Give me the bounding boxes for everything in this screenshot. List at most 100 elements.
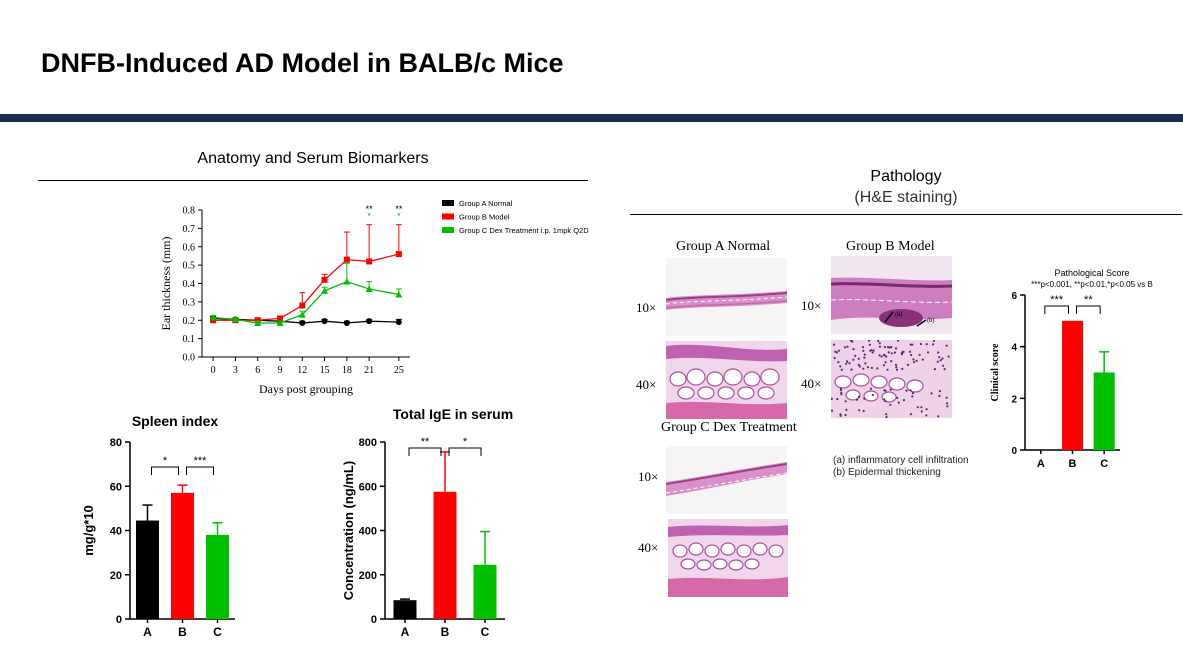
ear-x-tick-label: 15	[320, 365, 330, 376]
ear-x-tick-label: 25	[394, 365, 404, 376]
ige-bar	[393, 600, 417, 619]
ear-significance-green: *	[367, 211, 371, 221]
ear-point	[343, 320, 350, 327]
spleen-significance-label: ***	[194, 455, 208, 467]
ear-y-axis-label: Ear thickness (mm)	[159, 237, 173, 331]
ear-y-tick-label: 0.3	[183, 297, 196, 308]
score-y-axis-label: Clinical score	[990, 343, 1001, 401]
ige-y-axis-label: Concentration (ng/mL)	[341, 461, 356, 600]
group-b-label: Group B Model	[846, 239, 935, 254]
ear-legend-label: Group C Dex Treatment i.p. 1mpk Q2D	[459, 226, 589, 235]
ear-point	[366, 258, 373, 265]
score-x-tick-label: C	[1100, 458, 1108, 470]
ear-x-tick-label: 9	[278, 365, 283, 376]
ear-legend-label: Group B Model	[459, 213, 510, 222]
ige-y-tick-label: 600	[359, 481, 377, 493]
right-section-subheading: (H&E staining)	[854, 189, 958, 206]
ear-point	[254, 319, 262, 327]
ear-legend-label: Group A Normal	[459, 199, 513, 208]
ige-title: Total IgE in serum	[393, 406, 513, 422]
annotation-a-marker: (a)	[895, 312, 902, 318]
spleen-significance-bracket	[186, 466, 214, 475]
spleen-x-tick-label: C	[213, 625, 222, 639]
score-x-tick-label: B	[1069, 458, 1077, 470]
ear-y-tick-label: 0.6	[183, 242, 196, 253]
ear-legend-swatch	[442, 213, 454, 220]
ear-legend-swatch	[442, 200, 454, 206]
ear-x-tick-label: 0	[211, 365, 216, 376]
ear-point	[276, 319, 284, 327]
group-c-label: Group C Dex Treatment	[661, 420, 797, 435]
ige-x-tick-label: C	[481, 625, 490, 639]
ear-thickness-chart: 0.0 0.1 0.2 0.3 0.4 0.5 0.6 0.7 0.8 0 3 6 9 12 15 18 21 2…	[159, 199, 589, 396]
ear-significance-black: **	[366, 204, 374, 214]
ear-point	[395, 251, 402, 258]
ige-y-tick-label: 400	[359, 526, 377, 538]
spleen-y-tick-label: 0	[116, 614, 122, 626]
ige-x-tick-label: A	[401, 625, 410, 639]
right-section-rule	[630, 214, 1182, 215]
ear-point	[299, 320, 306, 327]
score-y-tick-label: 0	[1011, 446, 1017, 457]
note-inflammatory: (a) inflammatory cell infiltration	[833, 455, 969, 466]
ear-x-tick-label: 6	[255, 365, 260, 376]
spleen-bar	[136, 520, 159, 619]
ear-point	[298, 311, 306, 318]
ear-x-tick-label: 3	[233, 365, 238, 376]
ear-point	[343, 278, 351, 285]
ear-x-axis-label: Days post grouping	[259, 382, 353, 396]
spleen-bar	[171, 492, 194, 619]
ear-point	[321, 287, 329, 294]
ear-point	[321, 318, 328, 325]
ige-significance-bracket	[448, 447, 482, 456]
note-epidermal: (b) Epidermal thickening	[833, 467, 941, 478]
group-b-10x-label: 10×	[801, 298, 822, 313]
histology-group-b-10x: (a) (b)	[831, 256, 952, 334]
ige-y-tick-label: 800	[359, 437, 377, 449]
spleen-y-tick-label: 20	[110, 570, 122, 582]
title-bar	[0, 114, 1183, 122]
score-y-tick-label: 2	[1011, 394, 1017, 405]
histology-group-a-40x	[666, 341, 787, 419]
score-significance-bracket	[1044, 305, 1069, 314]
ige-x-tick-label: B	[441, 625, 450, 639]
ear-y-tick-label: 0.5	[183, 261, 196, 272]
spleen-bar	[206, 534, 229, 619]
histology-group-a-10x	[666, 258, 787, 336]
spleen-significance-label: *	[163, 455, 168, 467]
ear-series-line	[213, 280, 399, 324]
score-significance-label: **	[1084, 294, 1093, 306]
score-x-tick-label: A	[1037, 458, 1045, 470]
score-y-tick-label: 4	[1011, 343, 1017, 354]
left-section-rule	[38, 180, 588, 181]
group-a-40x-label: 40×	[636, 377, 657, 392]
histology-group-c-10x	[666, 446, 787, 514]
ear-point	[299, 302, 306, 309]
ear-point	[366, 318, 373, 325]
score-bar	[1062, 320, 1083, 450]
left-section-heading: Anatomy and Serum Biomarkers	[197, 150, 429, 167]
ear-point	[277, 315, 283, 322]
group-c-10x-label: 10×	[638, 469, 659, 484]
spleen-y-tick-label: 80	[110, 437, 122, 449]
score-subtitle: ***p<0.001, **p<0.01,*p<0.05 vs B	[1031, 280, 1153, 289]
spleen-significance-bracket	[151, 466, 179, 475]
slide-title: DNFB-Induced AD Model in BALB/c Mice	[41, 48, 564, 78]
spleen-title: Spleen index	[132, 413, 219, 429]
ear-significance-black: **	[395, 204, 403, 214]
ear-x-tick-label: 18	[342, 365, 352, 376]
ear-point	[209, 313, 217, 321]
spleen-x-tick-label: A	[143, 625, 152, 639]
pathological-score-chart: Pathological Score ***p<0.001, **p<0.01,*…	[990, 268, 1153, 470]
score-significance-bracket	[1076, 305, 1101, 314]
ige-significance-label: *	[463, 436, 468, 448]
spleen-y-axis-label: mg/g*10	[81, 505, 96, 556]
ear-x-tick-label: 12	[297, 365, 307, 376]
ige-y-tick-label: 0	[371, 614, 377, 626]
ige-bar	[433, 491, 457, 619]
ear-y-tick-label: 0.2	[183, 316, 196, 327]
ear-x-tick-label: 21	[364, 365, 374, 376]
